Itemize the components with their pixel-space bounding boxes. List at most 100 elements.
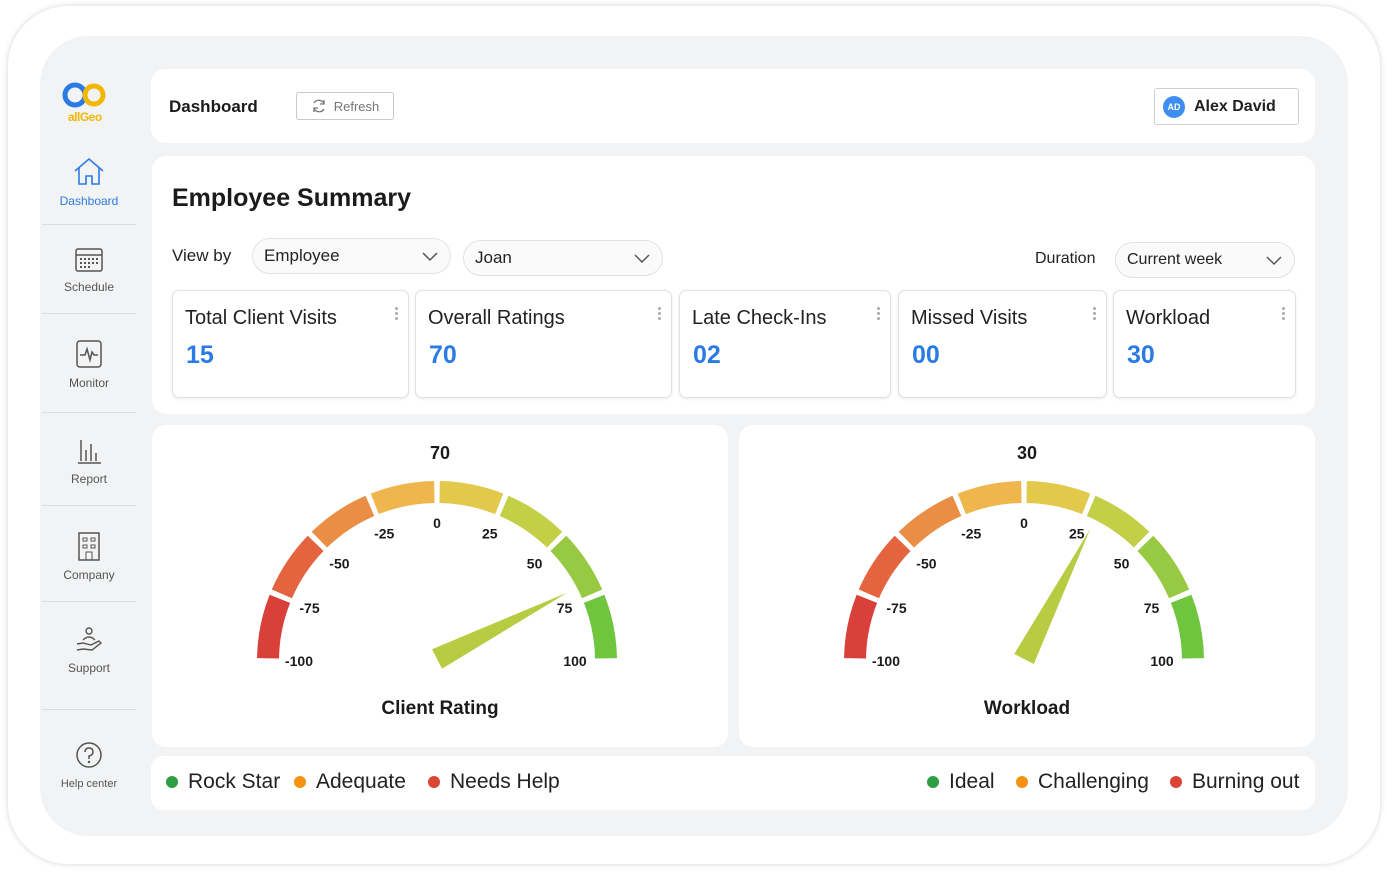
sidebar-item-help-center[interactable]: Help center	[42, 740, 136, 790]
divider	[42, 313, 136, 314]
divider	[42, 601, 136, 602]
gauge-value: 70	[429, 443, 451, 463]
stat-value: 15	[186, 341, 214, 369]
sidebar-item-label: Report	[70, 472, 108, 486]
legend-dot	[1016, 776, 1028, 788]
divider	[42, 709, 136, 710]
divider	[42, 505, 136, 506]
sidebar-item-label: Company	[63, 568, 115, 582]
view-by-label: View by	[172, 246, 232, 265]
gauge-tick-label: -25	[961, 526, 981, 542]
legend-label: Ideal	[949, 770, 995, 793]
workload-gauge: -100 -75 -50 -25 0 25 50 75 100	[844, 481, 1204, 669]
legend-dot	[927, 776, 939, 788]
sidebar-item-monitor[interactable]: Monitor	[42, 338, 136, 390]
gauge-tick-label: 50	[1114, 555, 1130, 571]
chevron-down-icon	[422, 252, 438, 262]
divider	[42, 412, 136, 413]
sidebar-item-dashboard[interactable]: Dashboard	[42, 156, 136, 208]
gauge-segment	[271, 535, 324, 599]
gauge-segment	[370, 481, 435, 515]
gauge-segment	[898, 495, 962, 548]
sidebar: allGeo Dashboard Schedule Monitor	[42, 70, 136, 810]
legend-label: Rock Star	[188, 770, 281, 793]
legend-item-rock-star: Rock Star	[166, 770, 280, 794]
view-by-value: Employee	[264, 246, 340, 265]
gauge-tick-label: -75	[299, 600, 319, 616]
building-icon	[78, 532, 100, 561]
gauge-tick-label: 100	[563, 653, 587, 669]
view-by-select[interactable]: Employee	[252, 238, 451, 274]
legend-dot	[166, 776, 178, 788]
gauge-segment	[583, 594, 617, 659]
stat-label: Missed Visits	[911, 307, 1028, 329]
monitor-pulse-icon	[76, 340, 102, 368]
section-heading: Employee Summary	[172, 184, 411, 212]
logo-icon	[62, 82, 106, 108]
gauge-tick-label: 25	[1069, 526, 1085, 542]
more-options-icon[interactable]	[658, 307, 662, 322]
gauge-segment	[858, 535, 911, 599]
more-options-icon[interactable]	[1282, 307, 1286, 322]
gauge-segment	[311, 495, 375, 548]
employee-value: Joan	[475, 248, 512, 267]
more-options-icon[interactable]	[1093, 307, 1097, 322]
sidebar-item-support[interactable]: Support	[42, 625, 136, 675]
employee-summary-panel: Employee Summary View by Employee Joan D…	[152, 156, 1315, 414]
chevron-down-icon	[1266, 256, 1282, 266]
gauge-tick-label: 50	[527, 555, 543, 571]
stat-card-workload[interactable]: Workload 30	[1113, 290, 1296, 398]
duration-label: Duration	[1035, 250, 1096, 267]
user-name: Alex David	[1194, 97, 1276, 115]
gauge-segment	[1137, 535, 1190, 599]
top-bar: Dashboard Refresh AD Alex David	[151, 69, 1315, 143]
sidebar-item-label: Help center	[60, 778, 118, 790]
gauge-tick-label: 75	[1144, 600, 1160, 616]
sidebar-item-label: Dashboard	[59, 194, 119, 208]
gauge-value: 30	[1016, 443, 1038, 463]
stat-card-total-client-visits[interactable]: Total Client Visits 15	[172, 290, 409, 398]
sidebar-item-report[interactable]: Report	[42, 436, 136, 486]
gauge-segment	[1086, 495, 1150, 548]
divider	[42, 224, 136, 225]
duration-select[interactable]: Current week	[1115, 242, 1295, 278]
stat-value: 70	[429, 341, 457, 369]
client-rating-gauge-panel: 70 -100 -75 -50 -25 0 25 50 75 100 Client Rating	[152, 425, 728, 747]
gauge-tick-label: -100	[872, 653, 900, 669]
more-options-icon[interactable]	[395, 307, 399, 322]
sidebar-item-company[interactable]: Company	[42, 530, 136, 582]
gauge-tick-label: -25	[374, 526, 394, 542]
employee-select[interactable]: Joan	[463, 240, 663, 276]
gauge-needle	[1014, 528, 1091, 664]
stat-label: Late Check-Ins	[692, 307, 827, 329]
sidebar-item-schedule[interactable]: Schedule	[42, 246, 136, 294]
legend-bar: Rock Star Adequate Needs Help Ideal Chal…	[151, 756, 1315, 810]
gauge-tick-label: -75	[886, 600, 906, 616]
legend-dot	[428, 776, 440, 788]
refresh-button[interactable]: Refresh	[296, 92, 394, 120]
gauge-segment	[499, 495, 563, 548]
stat-label: Total Client Visits	[185, 307, 337, 329]
chevron-down-icon	[634, 254, 650, 264]
gauge-needle	[432, 592, 568, 669]
bar-chart-icon	[78, 440, 101, 464]
legend-item-challenging: Challenging	[1016, 770, 1149, 794]
gauge-segment	[957, 481, 1022, 515]
stat-card-missed-visits[interactable]: Missed Visits 00	[898, 290, 1107, 398]
stat-card-late-check-ins[interactable]: Late Check-Ins 02	[679, 290, 891, 398]
legend-label: Adequate	[316, 770, 406, 793]
refresh-label: Refresh	[333, 98, 380, 114]
duration-value: Current week	[1127, 251, 1223, 268]
user-menu-button[interactable]: AD Alex David	[1154, 88, 1299, 125]
more-options-icon[interactable]	[877, 307, 881, 322]
sidebar-item-label: Schedule	[63, 280, 115, 294]
gauge-title: Client Rating	[381, 698, 499, 719]
gauge-tick-label: -100	[285, 653, 313, 669]
gauge-tick-label: -50	[329, 555, 349, 571]
legend-item-needs-help: Needs Help	[428, 770, 560, 794]
client-rating-gauge: -100 -75 -50 -25 0 25 50 75 100	[257, 481, 617, 669]
gauge-segment	[550, 535, 603, 599]
stat-card-overall-ratings[interactable]: Overall Ratings 70	[415, 290, 672, 398]
legend-dot	[1170, 776, 1182, 788]
legend-item-burning-out: Burning out	[1170, 770, 1299, 794]
